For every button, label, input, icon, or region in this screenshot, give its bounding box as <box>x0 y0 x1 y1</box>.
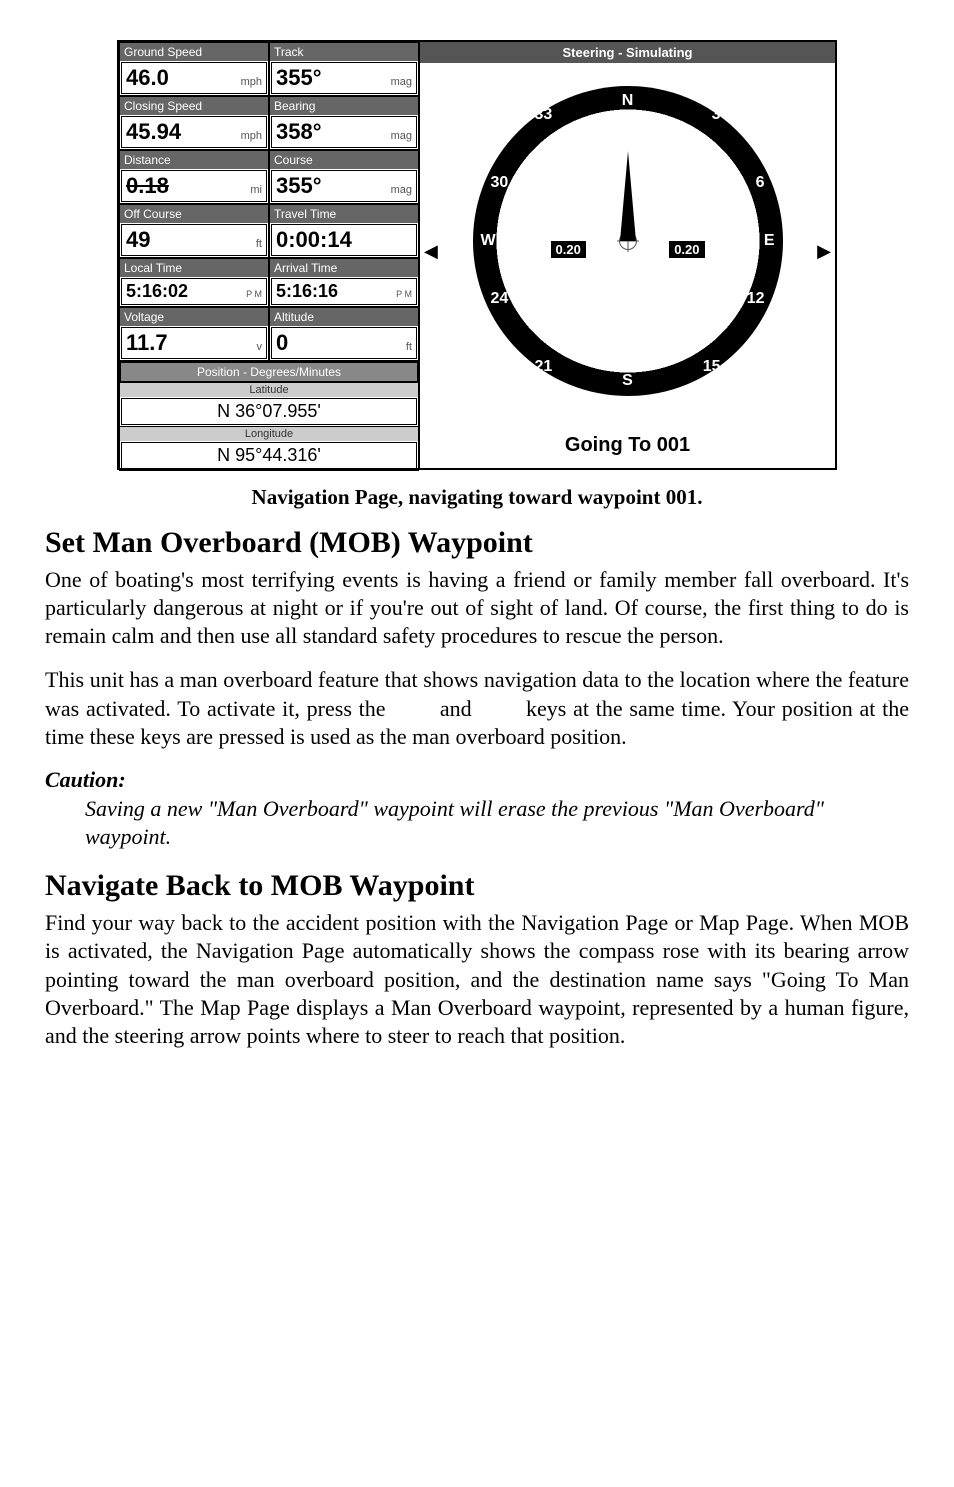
off-course-value: 49 <box>126 227 150 253</box>
travel-time-box: Travel Time 0:00:14 <box>269 204 419 258</box>
off-course-label: Off Course <box>120 205 268 223</box>
left-arrow-icon: ◀ <box>424 241 438 262</box>
right-arrow-icon: ▶ <box>817 241 831 262</box>
distance-unit: mi <box>250 184 262 196</box>
mob-heading: Set Man Overboard (MOB) Waypoint <box>45 526 909 560</box>
navigate-back-paragraph: Find your way back to the accident posit… <box>45 909 909 1050</box>
compass-w: W <box>481 232 496 250</box>
longitude-label: Longitude <box>120 426 418 441</box>
travel-time-value: 0:00:14 <box>276 227 352 253</box>
mob-paragraph-2: This unit has a man overboard feature th… <box>45 666 909 750</box>
voltage-box: Voltage 11.7 v <box>119 307 269 361</box>
ground-speed-unit: mph <box>241 76 262 88</box>
key-placeholder-1 <box>392 696 433 721</box>
ground-speed-label: Ground Speed <box>120 43 268 61</box>
compass-30: 30 <box>491 174 509 192</box>
compass-6: 6 <box>756 174 765 192</box>
compass-n: N <box>622 92 634 110</box>
ground-speed-box: Ground Speed 46.0 mph <box>119 42 269 96</box>
track-value: 355° <box>276 65 322 91</box>
compass-21: 21 <box>535 358 553 376</box>
voltage-value: 11.7 <box>126 330 168 356</box>
caution-label: Caution: <box>45 767 909 793</box>
local-time-value: 5:16:02 <box>126 281 188 302</box>
track-unit: mag <box>391 76 412 88</box>
cdi-left-value: 0.20 <box>551 241 586 258</box>
voltage-label: Voltage <box>120 308 268 326</box>
compass-33: 33 <box>535 106 553 124</box>
going-to-label: Going To 001 <box>420 434 835 457</box>
closing-speed-value: 45.94 <box>126 119 181 145</box>
key-placeholder-2 <box>478 696 519 721</box>
altitude-box: Altitude 0 ft <box>269 307 419 361</box>
distance-label: Distance <box>120 151 268 169</box>
bearing-unit: mag <box>391 130 412 142</box>
bearing-value: 358° <box>276 119 322 145</box>
local-time-unit: P M <box>246 290 262 298</box>
caution-body: Saving a new "Man Overboard" waypoint wi… <box>85 795 909 851</box>
closing-speed-unit: mph <box>241 130 262 142</box>
voltage-unit: v <box>257 341 263 353</box>
cdi-right-value: 0.20 <box>669 241 704 258</box>
compass-3: 3 <box>712 106 721 124</box>
bearing-label: Bearing <box>270 97 418 115</box>
travel-time-label: Travel Time <box>270 205 418 223</box>
data-panel: Ground Speed 46.0 mph Track 355° mag Closi… <box>119 42 419 468</box>
off-course-box: Off Course 49 ft <box>119 204 269 258</box>
latitude-label: Latitude <box>120 382 418 397</box>
longitude-value: N 95°44.316' <box>121 442 417 469</box>
altitude-value: 0 <box>276 330 288 356</box>
altitude-unit: ft <box>406 341 412 353</box>
closing-speed-box: Closing Speed 45.94 mph <box>119 96 269 150</box>
arrival-time-box: Arrival Time 5:16:16 P M <box>269 258 419 307</box>
navigate-back-heading: Navigate Back to MOB Waypoint <box>45 869 909 903</box>
mob-paragraph-1: One of boating's most terrifying events … <box>45 566 909 650</box>
track-box: Track 355° mag <box>269 42 419 96</box>
bearing-box: Bearing 358° mag <box>269 96 419 150</box>
compass-s: S <box>622 372 633 390</box>
steering-header: Steering - Simulating <box>420 42 835 63</box>
course-value: 355° <box>276 173 322 199</box>
figure-caption: Navigation Page, navigating toward waypo… <box>45 485 909 510</box>
steering-panel: Steering - Simulating N S E W 3 6 12 15 … <box>419 42 835 468</box>
position-header: Position - Degrees/Minutes <box>120 362 418 382</box>
position-box: Position - Degrees/Minutes Latitude N 36… <box>119 361 419 471</box>
compass-needle-icon <box>620 151 636 241</box>
local-time-box: Local Time 5:16:02 P M <box>119 258 269 307</box>
altitude-label: Altitude <box>270 308 418 326</box>
distance-value: 0.18 <box>126 173 169 199</box>
compass-15: 15 <box>703 358 721 376</box>
arrival-time-label: Arrival Time <box>270 259 418 277</box>
arrival-time-unit: P M <box>396 290 412 298</box>
distance-box: Distance 0.18 mi <box>119 150 269 204</box>
mob-p2-part-b: and <box>440 696 479 721</box>
off-course-unit: ft <box>256 238 262 250</box>
nav-screenshot: Ground Speed 46.0 mph Track 355° mag Closi… <box>117 40 837 470</box>
course-label: Course <box>270 151 418 169</box>
compass-12: 12 <box>747 290 765 308</box>
course-box: Course 355° mag <box>269 150 419 204</box>
latitude-value: N 36°07.955' <box>121 398 417 425</box>
course-unit: mag <box>391 184 412 196</box>
ground-speed-value: 46.0 <box>126 65 169 91</box>
compass-ring: N S E W 3 6 12 15 21 24 30 33 0.20 0.20 <box>473 86 783 396</box>
compass-24: 24 <box>491 290 509 308</box>
local-time-label: Local Time <box>120 259 268 277</box>
track-label: Track <box>270 43 418 61</box>
arrival-time-value: 5:16:16 <box>276 281 338 302</box>
navigation-page-figure: Ground Speed 46.0 mph Track 355° mag Closi… <box>45 40 909 475</box>
closing-speed-label: Closing Speed <box>120 97 268 115</box>
compass-e: E <box>764 232 775 250</box>
compass-area: N S E W 3 6 12 15 21 24 30 33 0.20 0.20 <box>420 63 835 467</box>
